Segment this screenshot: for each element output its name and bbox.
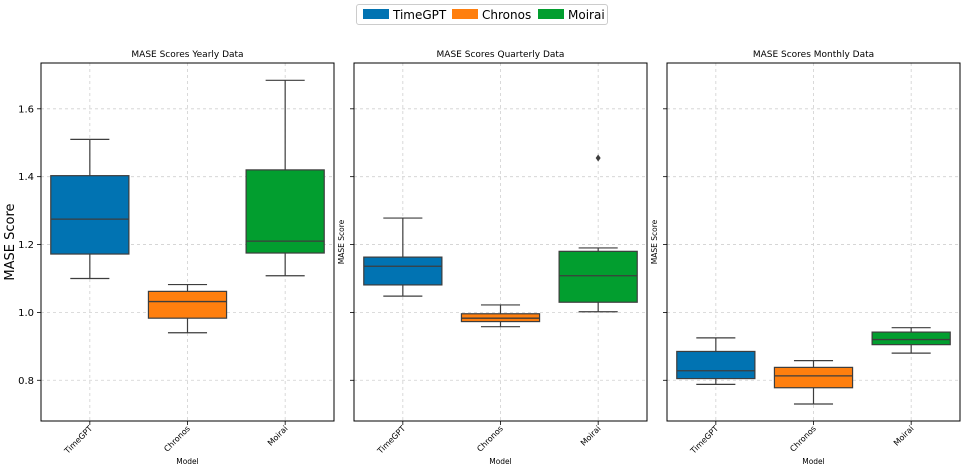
x-axis-label: Model [176, 457, 199, 466]
x-axis-label: Model [489, 457, 512, 466]
x-tick-label-timegpt: TimeGPT [62, 424, 94, 456]
box-chronos [147, 290, 228, 319]
box-moirai [245, 169, 325, 254]
x-tick-label-timegpt: TimeGPT [375, 424, 407, 456]
legend-swatch-timegpt [363, 9, 389, 19]
plot-frame [666, 62, 961, 422]
y-tick-label: 1.6 [18, 104, 34, 115]
box-chronos [773, 366, 854, 389]
y-axis-label: MASE Score [337, 219, 346, 264]
legend-label-chronos: Chronos [482, 8, 532, 22]
x-tick-label-moirai: Moirai [892, 424, 916, 448]
y-tick-label: 0.8 [18, 376, 34, 387]
x-tick-label-chronos: Chronos [475, 424, 505, 454]
x-tick-label-chronos: Chronos [788, 424, 818, 454]
y-tick-label: 1.0 [18, 308, 34, 319]
x-tick-label-moirai: Moirai [579, 424, 603, 448]
y-axis-label: MASE Score [3, 203, 18, 280]
y-tick-label: 1.2 [18, 240, 34, 251]
x-tick-label-chronos: Chronos [162, 424, 192, 454]
legend: TimeGPT Chronos Moirai [356, 4, 608, 25]
box-moirai [871, 331, 951, 346]
box-moirai [558, 250, 638, 303]
x-tick-label-moirai: Moirai [266, 424, 290, 448]
x-axis-label: Model [802, 457, 825, 466]
outlier-moirai [595, 154, 601, 162]
panel-title: MASE Scores Monthly Data [753, 50, 874, 60]
y-axis-label: MASE Score [650, 219, 659, 264]
box-timegpt [676, 350, 756, 380]
box-timegpt [363, 256, 443, 286]
legend-swatch-chronos [452, 9, 478, 19]
panel-title: MASE Scores Yearly Data [131, 50, 243, 60]
panel-title: MASE Scores Quarterly Data [437, 50, 565, 60]
box-timegpt [50, 175, 130, 255]
legend-label-timegpt: TimeGPT [393, 8, 447, 22]
y-tick-label: 1.4 [18, 172, 34, 183]
legend-label-moirai: Moirai [568, 8, 605, 22]
legend-swatch-moirai [538, 9, 564, 19]
plot-frame [40, 62, 335, 422]
x-tick-label-timegpt: TimeGPT [688, 424, 720, 456]
plot-frame [353, 62, 648, 422]
